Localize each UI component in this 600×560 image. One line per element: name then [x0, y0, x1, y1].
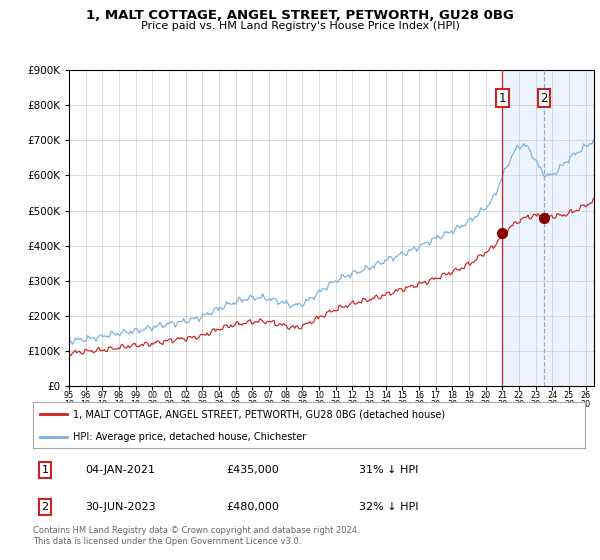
Text: 31% ↓ HPI: 31% ↓ HPI [359, 465, 418, 475]
Text: £480,000: £480,000 [226, 502, 279, 512]
Text: This data is licensed under the Open Government Licence v3.0.: This data is licensed under the Open Gov… [33, 538, 301, 547]
Text: 1, MALT COTTAGE, ANGEL STREET, PETWORTH, GU28 0BG (detached house): 1, MALT COTTAGE, ANGEL STREET, PETWORTH,… [73, 409, 445, 419]
Text: Contains HM Land Registry data © Crown copyright and database right 2024.: Contains HM Land Registry data © Crown c… [33, 526, 359, 535]
Text: 1: 1 [499, 92, 506, 105]
Bar [502, 70, 594, 386]
Text: 1: 1 [41, 465, 49, 475]
Text: 30-JUN-2023: 30-JUN-2023 [85, 502, 156, 512]
Text: 2: 2 [41, 502, 49, 512]
Text: Price paid vs. HM Land Registry's House Price Index (HPI): Price paid vs. HM Land Registry's House … [140, 21, 460, 31]
Text: 2: 2 [540, 92, 548, 105]
Text: 04-JAN-2021: 04-JAN-2021 [85, 465, 155, 475]
Text: £435,000: £435,000 [226, 465, 279, 475]
Text: 1, MALT COTTAGE, ANGEL STREET, PETWORTH, GU28 0BG: 1, MALT COTTAGE, ANGEL STREET, PETWORTH,… [86, 9, 514, 22]
Text: 32% ↓ HPI: 32% ↓ HPI [359, 502, 418, 512]
Text: HPI: Average price, detached house, Chichester: HPI: Average price, detached house, Chic… [73, 432, 306, 442]
